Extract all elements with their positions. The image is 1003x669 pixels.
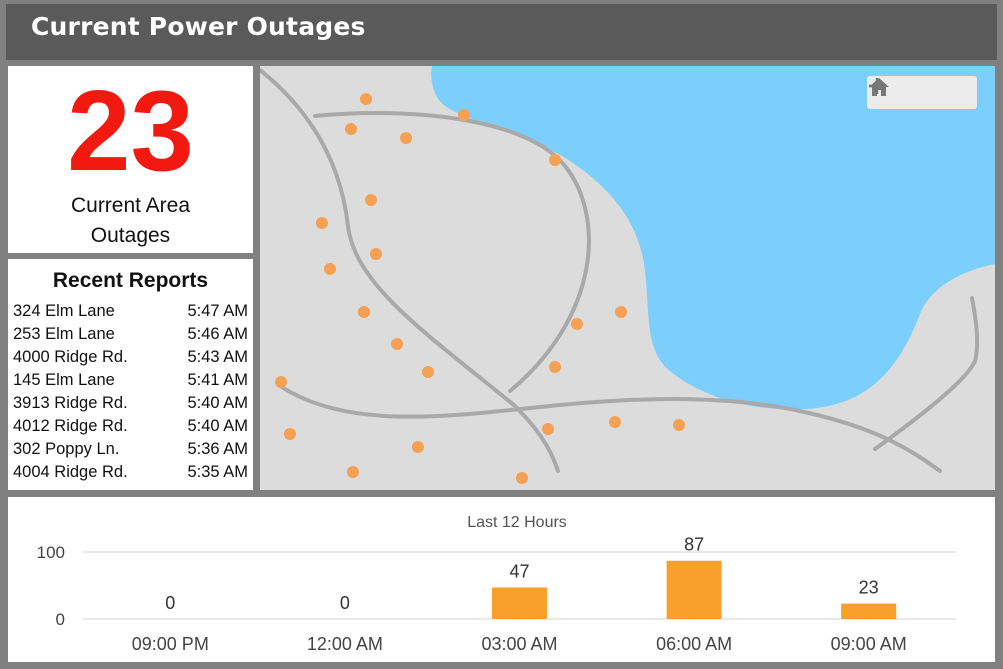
outage-marker[interactable]	[360, 93, 372, 105]
y-tick-label: 100	[37, 543, 65, 562]
bar-value-label: 47	[509, 562, 529, 582]
outage-marker[interactable]	[422, 366, 434, 378]
map-roads	[260, 68, 980, 473]
map-controls	[867, 76, 977, 109]
bar-value-label: 23	[859, 578, 879, 598]
x-tick-label: 09:00 PM	[132, 634, 209, 654]
x-tick-label: 06:00 AM	[656, 634, 732, 654]
outage-marker[interactable]	[549, 154, 561, 166]
report-row[interactable]: 302 Poppy Ln. 5:36 AM	[13, 438, 248, 461]
outage-marker[interactable]	[571, 318, 583, 330]
outage-marker[interactable]	[316, 217, 328, 229]
report-row[interactable]: 253 Elm Lane 5:46 AM	[13, 323, 248, 346]
x-tick-label: 09:00 AM	[831, 634, 907, 654]
outage-marker[interactable]	[347, 466, 359, 478]
map-canvas[interactable]	[260, 66, 995, 490]
bar-value-label: 87	[684, 535, 704, 555]
header-bar: Current Power Outages	[6, 4, 997, 60]
report-time: 5:40 AM	[187, 417, 248, 435]
outage-count: 23	[67, 68, 194, 195]
outage-count-label: Current Area Outages	[8, 191, 253, 251]
outage-marker[interactable]	[609, 416, 621, 428]
report-time: 5:41 AM	[187, 371, 248, 389]
outage-marker[interactable]	[673, 419, 685, 431]
zoom-out-button[interactable]	[869, 78, 937, 108]
home-icon	[869, 78, 889, 96]
outage-marker[interactable]	[400, 132, 412, 144]
report-address: 4000 Ridge Rd.	[13, 348, 128, 366]
outage-marker[interactable]	[516, 472, 528, 484]
x-tick-label: 03:00 AM	[481, 634, 557, 654]
report-address: 4004 Ridge Rd.	[13, 463, 128, 481]
outage-marker[interactable]	[391, 338, 403, 350]
bar[interactable]	[841, 603, 897, 619]
report-address: 3913 Ridge Rd.	[13, 394, 128, 412]
report-address: 302 Poppy Ln.	[13, 440, 120, 458]
outage-marker[interactable]	[345, 123, 357, 135]
recent-reports-title: Recent Reports	[52, 269, 209, 292]
map-lake	[431, 66, 995, 410]
outage-map[interactable]	[260, 66, 995, 490]
outage-marker[interactable]	[365, 194, 377, 206]
y-tick-label: 0	[56, 610, 65, 629]
outage-marker[interactable]	[358, 306, 370, 318]
map-outage-markers	[275, 93, 685, 484]
outage-chart-panel: Last 12 Hours 0 100 0 09:00 PM 0 12:00 AM 47 03…	[8, 497, 995, 662]
report-time: 5:46 AM	[187, 325, 248, 343]
report-time: 5:47 AM	[187, 302, 248, 320]
report-row[interactable]: 324 Elm Lane 5:47 AM	[13, 300, 248, 323]
outage-marker[interactable]	[370, 248, 382, 260]
outage-marker[interactable]	[284, 428, 296, 440]
bar-value-label: 0	[340, 593, 350, 613]
report-time: 5:36 AM	[187, 440, 248, 458]
outage-marker[interactable]	[615, 306, 627, 318]
report-time: 5:43 AM	[187, 348, 248, 366]
outage-marker[interactable]	[549, 361, 561, 373]
outage-marker[interactable]	[275, 376, 287, 388]
outage-marker[interactable]	[458, 109, 470, 121]
report-row[interactable]: 3913 Ridge Rd. 5:40 AM	[13, 392, 248, 415]
chart-title: Last 12 Hours	[467, 514, 567, 531]
bar[interactable]	[666, 560, 722, 619]
page-title: Current Power Outages	[31, 12, 366, 41]
report-row[interactable]: 4000 Ridge Rd. 5:43 AM	[13, 346, 248, 369]
outage-count-label-line1: Current Area	[70, 194, 191, 217]
bar-value-label: 0	[165, 593, 175, 613]
recent-reports-list: 324 Elm Lane 5:47 AM 253 Elm Lane 5:46 AM …	[13, 300, 248, 484]
x-tick-label: 12:00 AM	[307, 634, 383, 654]
report-row[interactable]: 4012 Ridge Rd. 5:40 AM	[13, 415, 248, 438]
bar[interactable]	[492, 587, 547, 619]
outage-count-panel: 23 Current Area Outages	[8, 66, 253, 253]
report-address: 4012 Ridge Rd.	[13, 417, 128, 435]
outage-marker[interactable]	[412, 441, 424, 453]
home-button[interactable]	[869, 78, 971, 108]
report-time: 5:40 AM	[187, 394, 248, 412]
report-row[interactable]: 4004 Ridge Rd. 5:35 AM	[13, 461, 248, 484]
outage-count-label-line2: Outages	[90, 224, 171, 247]
outage-chart: Last 12 Hours 0 100 0 09:00 PM 0 12:00 AM 47 03…	[37, 514, 956, 654]
outage-marker[interactable]	[324, 263, 336, 275]
report-time: 5:35 AM	[187, 463, 248, 481]
report-row[interactable]: 145 Elm Lane 5:41 AM	[13, 369, 248, 392]
report-address: 145 Elm Lane	[13, 371, 115, 389]
report-address: 324 Elm Lane	[13, 302, 115, 320]
report-address: 253 Elm Lane	[13, 325, 115, 343]
recent-reports-panel: Recent Reports 324 Elm Lane 5:47 AM 253 E…	[8, 259, 253, 490]
outage-marker[interactable]	[542, 423, 554, 435]
